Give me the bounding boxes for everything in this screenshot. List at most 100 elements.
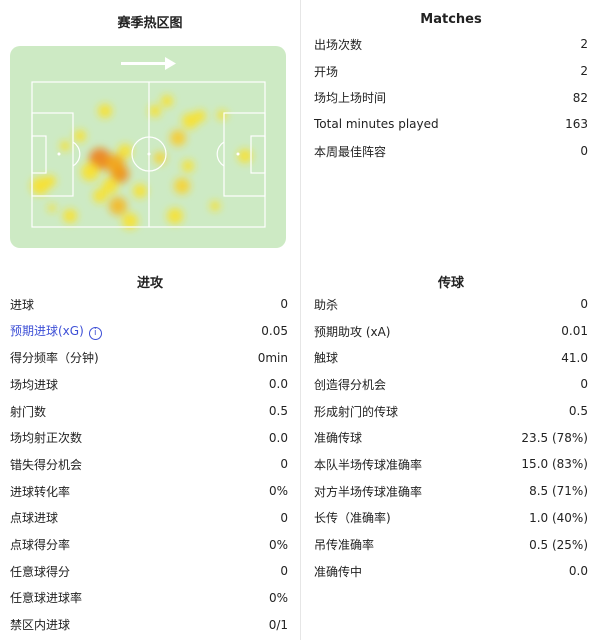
stat-label: 禁区内进球 <box>10 616 70 633</box>
stat-label: 创造得分机会 <box>314 376 386 393</box>
heat-blob <box>118 144 132 158</box>
stat-label: 场均上场时间 <box>314 89 386 106</box>
stat-row: 任意球得分 0 <box>0 558 300 585</box>
stat-label-text: 点球得分率 <box>10 538 71 553</box>
stat-row: 射门数 0.5 <box>0 398 300 425</box>
heat-blob <box>44 175 56 187</box>
stat-label-text: 场均进球 <box>10 377 59 392</box>
stat-value: 82 <box>572 90 588 105</box>
stat-label-text: 进球转化率 <box>10 484 71 499</box>
heat-blob <box>60 141 70 151</box>
attack-title: 进攻 <box>136 276 163 291</box>
heat-blob <box>217 110 227 120</box>
stat-value: 0% <box>268 537 288 552</box>
stat-label-text: 吊传准确率 <box>314 538 375 553</box>
stat-label: 准确传球 <box>314 429 362 446</box>
stat-row: 预期进球(xG) i 0.05 <box>0 318 300 345</box>
stat-value: 0.0 <box>268 430 288 445</box>
heat-blob <box>194 110 206 122</box>
stat-label-text: 禁区内进球 <box>10 618 71 633</box>
stat-row: 长传（准确率) 1.0 (40%) <box>302 505 600 532</box>
stat-row: 点球得分率 0% <box>0 531 300 558</box>
matches-stats-list: 出场次数 2 开场 2 场均上场时间 82 Total minutes played 163 本… <box>302 31 600 164</box>
stat-label: 点球进球 <box>10 509 58 526</box>
heat-blob <box>63 209 77 223</box>
stat-label: 吊传准确率 <box>314 536 374 553</box>
heat-blob <box>154 152 166 164</box>
stat-value: 23.5 (78%) <box>521 430 588 445</box>
stat-row: 助杀 0 <box>302 291 600 318</box>
stat-value: 0 <box>280 510 288 525</box>
stat-label: 点球得分率 <box>10 536 70 553</box>
passing-stats-list: 助杀 0 预期助攻 (xA) 0.01 触球 41.0 创造得分机会 0 形成射门的传球 0.5 准… <box>302 291 600 585</box>
stat-row: 对方半场传球准确率 8.5 (71%) <box>302 478 600 505</box>
heat-blob <box>48 204 56 212</box>
stat-label-text: 开场 <box>314 64 339 79</box>
stat-value: 0% <box>268 590 288 605</box>
stat-label-text: 场均上场时间 <box>314 91 387 106</box>
stat-label-text: 任意球得分 <box>10 564 71 579</box>
stat-label-text: 预期助攻 (xA) <box>314 324 391 339</box>
stat-label: 任意球得分 <box>10 563 70 580</box>
heat-blob <box>93 189 107 203</box>
stat-label: 进球 <box>10 296 34 313</box>
stat-value: 15.0 (83%) <box>521 457 588 472</box>
stat-row: 吊传准确率 0.5 (25%) <box>302 531 600 558</box>
stat-value: 0.05 <box>261 324 288 339</box>
heat-blob <box>167 208 183 224</box>
heat-blob <box>122 213 138 229</box>
stat-label-text: 点球进球 <box>10 511 59 526</box>
stat-label: 得分频率（分钟) <box>10 349 99 366</box>
stat-row: 禁区内进球 0/1 <box>0 611 300 638</box>
stat-label: 任意球进球率 <box>10 589 82 606</box>
heat-blob <box>98 104 112 118</box>
heat-blob <box>102 178 118 194</box>
stat-label-text: 长传（准确率) <box>314 511 391 526</box>
stat-value: 8.5 (71%) <box>529 484 588 499</box>
stat-label: 场均射正次数 <box>10 429 82 446</box>
stat-row: 得分频率（分钟) 0min <box>0 344 300 371</box>
stat-label: 形成射门的传球 <box>314 403 398 420</box>
stat-label: 准确传中 <box>314 563 362 580</box>
heat-blob <box>133 184 147 198</box>
stat-label: 本队半场传球准确率 <box>314 456 422 473</box>
stat-label: 开场 <box>314 63 338 80</box>
heat-blob <box>182 160 194 172</box>
stat-row: 本周最佳阵容 0 <box>302 138 600 165</box>
info-icon[interactable]: i <box>88 327 102 341</box>
stat-value: 0 <box>280 457 288 472</box>
stat-row: 出场次数 2 <box>302 31 600 58</box>
stat-row: Total minutes played 163 <box>302 111 600 138</box>
stat-row: 触球 41.0 <box>302 344 600 371</box>
heat-blob <box>170 130 186 146</box>
stat-label-text: 射门数 <box>10 404 47 419</box>
stat-row: 创造得分机会 0 <box>302 371 600 398</box>
stat-row: 开场 2 <box>302 58 600 85</box>
heat-blob <box>210 201 220 211</box>
stat-value: 0 <box>580 144 588 159</box>
stat-label-text: 对方半场传球准确率 <box>314 484 423 499</box>
stat-value: 0 <box>280 297 288 312</box>
stat-row: 场均射正次数 0.0 <box>0 424 300 451</box>
stat-label-text: 准确传球 <box>314 431 363 446</box>
column-divider <box>300 0 301 640</box>
stat-label-text: 创造得分机会 <box>314 377 387 392</box>
stat-label-text[interactable]: 预期进球(xG) <box>10 324 84 339</box>
stat-label: 射门数 <box>10 403 46 420</box>
stat-label-text: 准确传中 <box>314 564 363 579</box>
stat-value: 163 <box>565 117 588 132</box>
season-heatmap <box>10 46 286 248</box>
heat-blob <box>174 178 190 194</box>
heat-blob <box>105 154 125 174</box>
stat-value: 0/1 <box>268 617 288 632</box>
stat-label-text: 助杀 <box>314 297 339 312</box>
stat-label: 对方半场传球准确率 <box>314 483 422 500</box>
stat-value: 0min <box>257 350 288 365</box>
stat-label: 错失得分机会 <box>10 456 82 473</box>
stat-label-text: 本周最佳阵容 <box>314 144 387 159</box>
matches-title: Matches <box>420 12 482 27</box>
stat-row: 点球进球 0 <box>0 505 300 532</box>
stat-value: 0 <box>580 297 588 312</box>
heat-blob <box>109 197 127 215</box>
stat-value: 2 <box>580 64 588 79</box>
